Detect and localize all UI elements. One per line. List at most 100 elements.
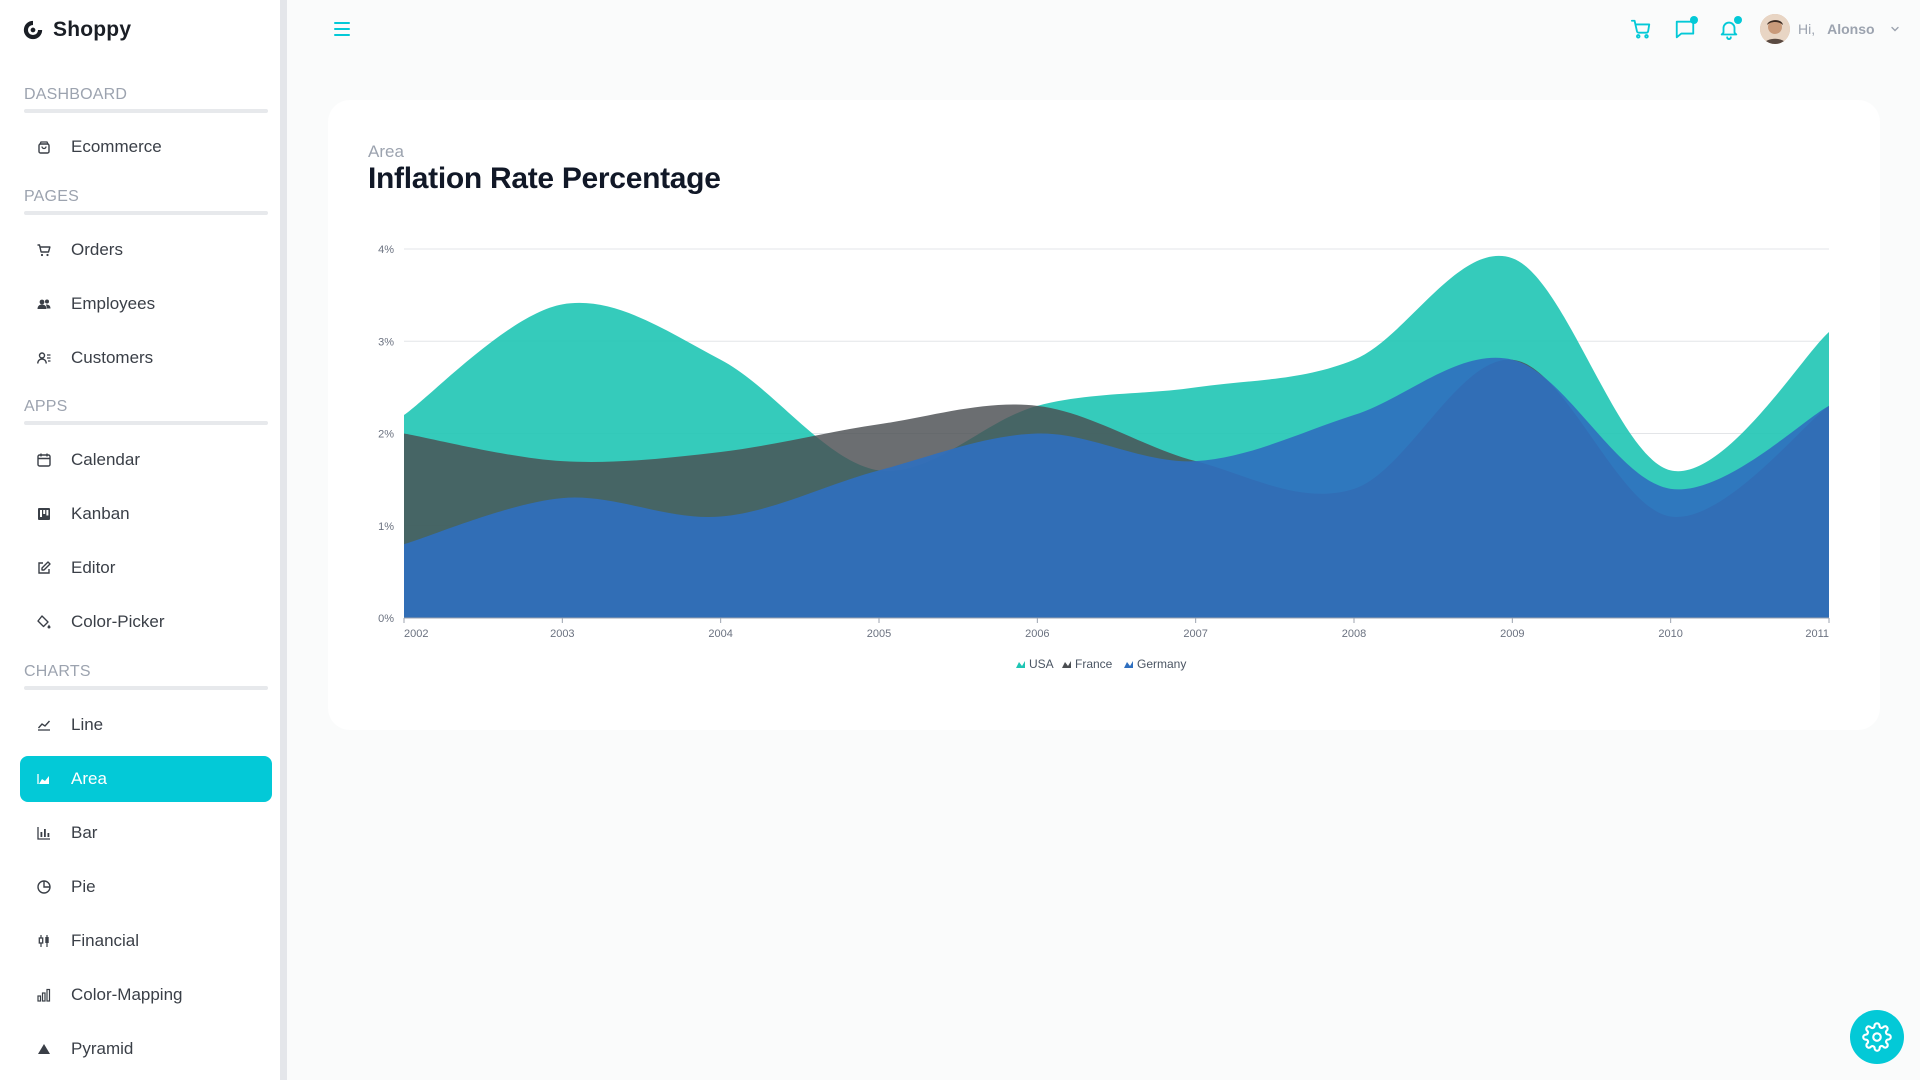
avatar-image-icon xyxy=(1760,14,1790,44)
x-tick-label: 2003 xyxy=(550,628,574,640)
y-tick-label: 2% xyxy=(378,429,394,441)
sidebar-item-label: Pyramid xyxy=(71,1039,134,1058)
notification-button[interactable] xyxy=(1716,16,1742,42)
cart-button[interactable] xyxy=(1628,16,1654,42)
shoppy-logo-icon xyxy=(23,20,43,40)
legend-icon-france xyxy=(1062,661,1071,668)
chevron-down-icon xyxy=(1890,26,1899,32)
sidebar-item-label: Color-Picker xyxy=(71,612,165,631)
gear-icon xyxy=(1862,1022,1892,1052)
color-fill-icon xyxy=(36,614,52,630)
sidebar-item-label: Area xyxy=(71,769,107,788)
area-chart: 0% 1% 2% 3% 4% 2002 2003 2004 2005 2006 2007 2008 20… xyxy=(378,244,1830,671)
shopping-bag-icon xyxy=(36,139,52,155)
sidebar-item-color-mapping[interactable]: Color-Mapping xyxy=(20,972,272,1018)
legend-label-usa: USA xyxy=(1029,657,1054,671)
sidebar-item-kanban[interactable]: Kanban xyxy=(20,491,272,537)
chat-notification-dot xyxy=(1690,16,1698,24)
x-tick-label: 2009 xyxy=(1500,628,1524,640)
bell-icon xyxy=(1720,21,1738,40)
user-name: Alonso xyxy=(1827,21,1875,37)
menu-toggle-button[interactable] xyxy=(330,17,354,41)
sidebar-item-ecommerce[interactable]: Ecommerce xyxy=(20,124,272,170)
sidebar-item-label: Ecommerce xyxy=(71,137,162,156)
x-tick-label: 2011 xyxy=(1805,628,1829,640)
sidebar-item-label: Customers xyxy=(71,348,154,367)
sidebar-item-label: Orders xyxy=(71,240,123,259)
avatar xyxy=(1760,14,1790,44)
cart-icon xyxy=(36,242,52,258)
legend-icon-germany xyxy=(1124,661,1133,668)
candlestick-icon xyxy=(36,933,52,949)
sidebar-item-editor[interactable]: Editor xyxy=(20,545,272,591)
x-tick-label: 2006 xyxy=(1025,628,1049,640)
sidebar-item-label: Line xyxy=(71,715,104,734)
sidebar-section-title: CHARTS xyxy=(24,663,91,680)
x-tick-label: 2004 xyxy=(708,628,732,640)
calendar-icon xyxy=(36,452,52,468)
sidebar-item-bar[interactable]: Bar xyxy=(20,810,272,856)
sidebar: Shoppy DASHBOARD Ecommerce PAGES Orders Empl… xyxy=(0,0,280,1080)
sidebar-scrollbar[interactable] xyxy=(280,0,287,1080)
y-tick-label: 4% xyxy=(378,244,394,256)
settings-button[interactable] xyxy=(1850,1010,1904,1064)
section-divider xyxy=(24,686,268,690)
x-tick-label: 2008 xyxy=(1342,628,1366,640)
x-tick-label: 2002 xyxy=(404,628,428,640)
section-divider xyxy=(24,211,268,215)
greeting-text: Hi, xyxy=(1798,21,1816,37)
sidebar-item-financial[interactable]: Financial xyxy=(20,918,272,964)
sidebar-item-label: Calendar xyxy=(71,450,140,469)
edit-icon xyxy=(36,560,52,576)
kanban-icon xyxy=(36,506,52,522)
cart-icon xyxy=(1630,19,1651,39)
sidebar-section-dashboard: DASHBOARD xyxy=(24,86,268,113)
sidebar-item-pie[interactable]: Pie xyxy=(20,864,272,910)
pyramid-icon xyxy=(36,1041,52,1057)
legend-icon-usa xyxy=(1016,661,1025,668)
legend-label-france: France xyxy=(1075,657,1113,671)
sidebar-item-label: Editor xyxy=(71,558,116,577)
sidebar-item-customers[interactable]: Customers xyxy=(20,335,272,381)
area-series-germany xyxy=(404,357,1829,618)
chat-button[interactable] xyxy=(1672,16,1698,42)
brand-name: Shoppy xyxy=(53,18,132,41)
x-tick-label: 2010 xyxy=(1658,628,1682,640)
sidebar-section-apps: APPS xyxy=(24,398,268,425)
sidebar-section-pages: PAGES xyxy=(24,188,268,215)
sidebar-item-area[interactable]: Area xyxy=(20,756,272,802)
x-tick-label: 2007 xyxy=(1183,628,1207,640)
sidebar-section-title: APPS xyxy=(24,398,68,415)
area-chart-icon xyxy=(36,771,52,787)
section-divider xyxy=(24,109,268,113)
sidebar-item-pyramid[interactable]: Pyramid xyxy=(20,1026,272,1072)
stacked-bar-icon xyxy=(36,987,52,1003)
section-divider xyxy=(24,421,268,425)
sidebar-item-label: Employees xyxy=(71,294,156,313)
y-tick-label: 3% xyxy=(378,336,394,348)
chart-card: Area Inflation Rate Percentage 0% 1% 2% 3% 4… xyxy=(328,100,1880,730)
sidebar-item-calendar[interactable]: Calendar xyxy=(20,437,272,483)
user-profile-button[interactable]: Hi, Alonso xyxy=(1754,10,1907,48)
bar-chart-icon xyxy=(36,825,52,841)
bell-notification-dot xyxy=(1734,16,1742,24)
sidebar-item-label: Bar xyxy=(71,823,98,842)
sidebar-item-label: Color-Mapping xyxy=(71,985,183,1004)
sidebar-item-color-picker[interactable]: Color-Picker xyxy=(20,599,272,645)
sidebar-item-label: Financial xyxy=(71,931,140,950)
sidebar-item-line[interactable]: Line xyxy=(20,702,272,748)
sidebar-item-orders[interactable]: Orders xyxy=(20,227,272,273)
line-chart-icon xyxy=(36,717,52,733)
pie-chart-icon xyxy=(36,879,52,895)
contacts-icon xyxy=(36,350,52,366)
sidebar-section-title: PAGES xyxy=(24,188,79,205)
legend-label-germany: Germany xyxy=(1137,657,1186,671)
sidebar-section-title: DASHBOARD xyxy=(24,86,128,103)
y-tick-label: 0% xyxy=(378,613,394,625)
page-category: Area xyxy=(368,142,404,161)
page-title: Inflation Rate Percentage xyxy=(368,162,721,195)
sidebar-item-employees[interactable]: Employees xyxy=(20,281,272,327)
menu-icon xyxy=(334,22,350,36)
y-tick-label: 1% xyxy=(378,521,394,533)
brand-logo[interactable]: Shoppy xyxy=(22,16,131,44)
